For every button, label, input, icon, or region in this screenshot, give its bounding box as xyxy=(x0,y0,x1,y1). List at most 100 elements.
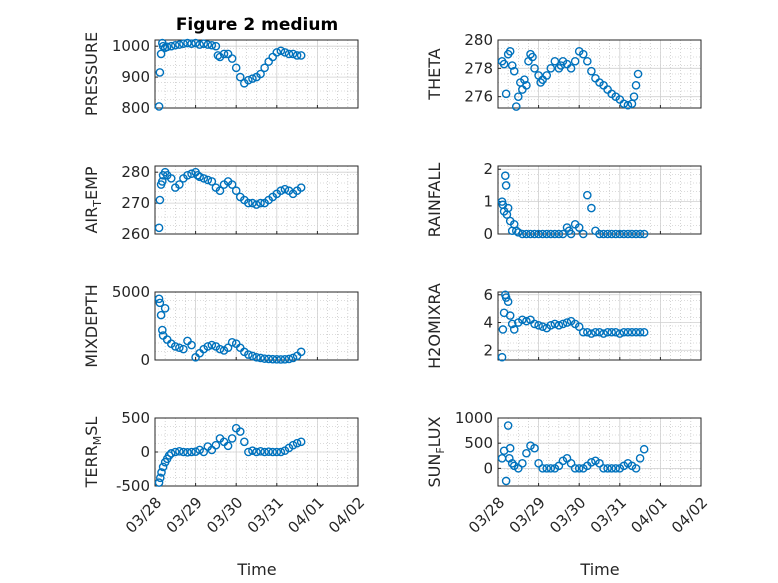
data-point xyxy=(530,443,539,453)
data-point xyxy=(631,464,641,473)
data-point xyxy=(191,38,200,48)
data-point xyxy=(542,229,552,239)
data-point xyxy=(505,311,515,320)
axes-box xyxy=(154,165,359,235)
series-markers xyxy=(154,294,306,364)
y-tick-label: 1 xyxy=(483,193,493,211)
data-point xyxy=(227,338,237,347)
y-tick-label: 800 xyxy=(121,99,150,117)
data-point xyxy=(203,342,213,351)
data-point xyxy=(554,229,564,239)
minor-grid xyxy=(155,292,358,360)
data-point xyxy=(158,41,168,51)
y-axis-label-part: PRESSURE xyxy=(82,32,101,116)
data-point xyxy=(296,51,306,60)
data-point xyxy=(292,438,302,448)
data-point xyxy=(215,344,225,354)
data-point xyxy=(195,40,204,49)
data-point xyxy=(635,453,645,463)
data-point xyxy=(534,321,543,330)
data-point xyxy=(550,319,560,329)
data-point xyxy=(156,310,166,320)
data-point xyxy=(154,223,164,233)
data-point xyxy=(505,443,515,453)
data-point xyxy=(207,40,217,50)
y-tick-label: 280 xyxy=(464,31,493,49)
x-tick-label: 03/30 xyxy=(546,494,589,537)
data-point xyxy=(248,446,257,455)
minor-grid xyxy=(498,166,701,234)
data-point xyxy=(248,74,257,83)
y-axis-label-part: AIR xyxy=(82,207,101,234)
data-point xyxy=(162,335,172,344)
data-point xyxy=(223,343,233,353)
data-point xyxy=(170,447,180,457)
data-point xyxy=(562,318,572,327)
minor-grid xyxy=(498,40,701,108)
data-point xyxy=(629,92,639,101)
data-point xyxy=(623,100,633,110)
x-tick-label: 03/31 xyxy=(587,494,630,537)
data-point xyxy=(587,329,596,338)
data-point xyxy=(288,353,298,363)
data-point xyxy=(587,203,596,213)
data-point xyxy=(158,462,168,472)
data-point xyxy=(288,49,298,59)
data-point xyxy=(264,447,273,456)
data-point xyxy=(155,473,165,483)
data-point xyxy=(574,223,584,232)
y-tick-label: 270 xyxy=(121,194,150,212)
data-point xyxy=(268,354,278,364)
data-point xyxy=(175,447,184,456)
data-point xyxy=(633,69,643,79)
data-point xyxy=(235,343,245,353)
data-point xyxy=(578,229,588,239)
data-point xyxy=(501,181,511,190)
x-tick-label: 03/28 xyxy=(465,494,508,537)
data-point xyxy=(518,459,527,468)
data-point xyxy=(268,447,278,457)
chart-h2omixra: 2 4 6 H2OMIXRA xyxy=(425,283,702,369)
data-point xyxy=(252,447,261,457)
data-point xyxy=(611,464,621,473)
data-point xyxy=(272,355,282,364)
data-point xyxy=(501,476,511,486)
y-axis-label-subscript: T xyxy=(91,200,104,208)
data-point xyxy=(260,354,269,363)
data-point xyxy=(528,52,537,62)
data-point xyxy=(203,175,213,185)
data-point xyxy=(244,447,253,457)
data-point xyxy=(179,447,188,457)
y-tick-label: 1000 xyxy=(455,409,493,427)
data-point xyxy=(570,56,580,66)
x-tick-label: 03/31 xyxy=(244,494,287,537)
data-point xyxy=(284,354,294,364)
data-point xyxy=(558,319,568,329)
y-axis-label: PRESSURE xyxy=(82,32,101,116)
data-point xyxy=(611,229,621,239)
data-point xyxy=(623,327,633,337)
data-point xyxy=(591,73,600,83)
data-point xyxy=(595,229,604,239)
data-point xyxy=(207,340,217,350)
data-point xyxy=(154,102,164,111)
y-axis-label-part: THETA xyxy=(425,48,444,100)
data-point xyxy=(520,75,529,84)
y-tick-label: 0 xyxy=(140,443,150,461)
data-point xyxy=(514,92,523,101)
axes-box xyxy=(497,417,702,487)
data-point xyxy=(583,190,592,200)
data-point xyxy=(227,180,237,189)
data-point xyxy=(501,293,511,302)
data-point xyxy=(272,48,282,57)
axes-box xyxy=(497,39,702,109)
y-tick-label: 4 xyxy=(483,314,493,332)
data-point xyxy=(538,464,547,473)
series-markers xyxy=(154,38,306,111)
data-point xyxy=(615,229,625,239)
data-point xyxy=(227,54,237,63)
data-point xyxy=(566,64,576,73)
data-point xyxy=(219,49,229,59)
